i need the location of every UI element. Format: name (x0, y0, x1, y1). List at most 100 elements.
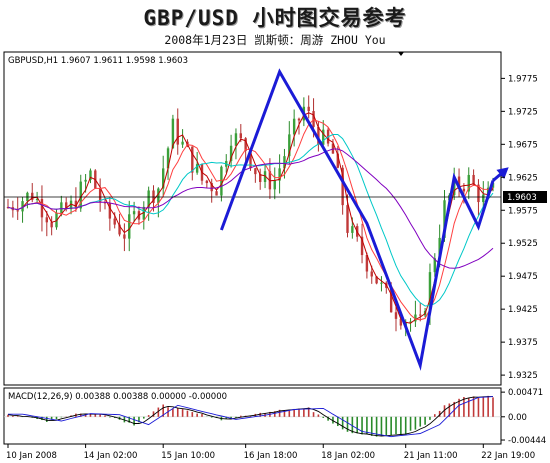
candle-body (210, 183, 213, 192)
time-tick-label: 15 Jan 10:00 (161, 451, 215, 461)
pattern-annotation (219, 68, 509, 371)
candle-body (128, 214, 131, 239)
candle-body (409, 321, 412, 323)
candle-body (249, 150, 252, 169)
time-tick-label: 14 Jan 02:00 (84, 451, 138, 461)
candle-body (375, 276, 378, 284)
candle-body (288, 134, 291, 157)
candle-body (394, 312, 398, 319)
candle-body (162, 168, 165, 189)
candle-body (40, 198, 44, 218)
price-tick-label: 1.9775 (508, 74, 538, 84)
candle-body (45, 217, 48, 223)
candle-body (351, 226, 354, 233)
candle-body (234, 133, 238, 146)
shift-marker-icon (398, 52, 404, 56)
candle-body (220, 166, 223, 196)
price-axis: 1.9775 1.9725 1.9675 1.9625 1.9575 1.9525 1.94… (501, 74, 538, 381)
price-tick-label: 1.9675 (508, 140, 538, 150)
candle-body (89, 170, 92, 180)
candle-body (317, 126, 320, 145)
candle-body (50, 222, 53, 228)
price-tick-label: 1.9325 (508, 371, 538, 381)
time-tick-label: 10 Jan 2008 (6, 451, 57, 461)
candle-body (65, 202, 68, 210)
candle-body (457, 176, 461, 189)
price-tick-label: 1.9625 (508, 173, 538, 183)
candle-body (205, 180, 209, 184)
price-panel (3, 51, 502, 386)
candle-body (239, 133, 242, 139)
candle-body (472, 174, 475, 185)
price-tick-label: 1.9425 (508, 305, 538, 315)
macd-axis: 0.00471 0.00 -0.00444 (501, 388, 546, 446)
candle-body (263, 171, 267, 182)
candle-body (84, 179, 87, 182)
candle-body (273, 180, 276, 190)
time-tick-label: 21 Jan 11:00 (404, 451, 458, 461)
moving-average-line (7, 148, 494, 269)
symbol-header: GBPUSD,H1 1.9607 1.9611 1.9598 1.9603 (8, 56, 188, 66)
candle-body (389, 287, 393, 313)
time-tick-label: 16 Jan 18:00 (244, 451, 298, 461)
candle-body (60, 202, 63, 213)
candle-body (467, 174, 470, 192)
candle-body (113, 218, 116, 225)
candle-body (462, 188, 466, 192)
candle-body (259, 174, 262, 182)
candle-body (292, 118, 296, 135)
candle-body (428, 272, 432, 312)
candle-body (477, 184, 480, 203)
price-tick-label: 1.9725 (508, 107, 538, 117)
candle-body (118, 224, 121, 235)
candle-body (419, 314, 422, 316)
candle-body (360, 236, 364, 256)
price-tick-label: 1.9475 (508, 272, 538, 282)
candle-body (31, 192, 34, 200)
candle-body (453, 176, 456, 196)
candle-body (254, 168, 257, 175)
candle-body (195, 164, 199, 173)
candle-body (482, 194, 485, 203)
pattern-arrow-icon (496, 167, 509, 179)
price-tick-label: 1.9575 (508, 206, 538, 216)
candle-body (16, 210, 19, 212)
candle-body (69, 200, 73, 210)
candle-body (79, 181, 82, 209)
candle-body (171, 118, 175, 149)
candle-body (399, 318, 403, 326)
macd-tick-label: -0.00444 (508, 436, 546, 446)
candle-body (21, 201, 24, 212)
candle-body (123, 234, 126, 239)
candle-body (166, 148, 170, 169)
candle-body (35, 198, 39, 200)
candle-body (341, 167, 344, 206)
time-tick-label: 18 Jan 02:00 (321, 451, 375, 461)
candle-body (370, 271, 373, 277)
macd-histogram (4, 395, 501, 438)
candle-body (215, 191, 218, 196)
candle-body (380, 282, 383, 284)
macd-tick-label: 0.00471 (508, 388, 543, 398)
candle-body (176, 118, 179, 145)
candle-body (297, 118, 301, 121)
candle-body (283, 156, 286, 169)
candle-body (433, 258, 436, 273)
candle-body (244, 138, 247, 151)
candle-body (414, 314, 417, 322)
price-tick-label: 1.9375 (508, 338, 538, 348)
candle-body (132, 211, 136, 215)
candle-body (103, 202, 107, 204)
price-tick-label: 1.9525 (508, 239, 538, 249)
candle-body (322, 129, 325, 145)
candle-body (336, 153, 339, 168)
time-axis: 10 Jan 2008 14 Jan 02:00 15 Jan 10:00 16 Ja… (6, 444, 535, 461)
page-title: GBP/USD 小时图交易参考 (143, 6, 407, 30)
macd-signal-line (8, 396, 494, 438)
candle-body (147, 190, 150, 207)
candle-body (181, 141, 184, 145)
candle-body (157, 188, 160, 203)
candle-body (74, 200, 78, 209)
page-subtitle: 2008年1月23日 凯斯顿：周游 ZHOU You (164, 33, 386, 47)
current-price-box (503, 191, 547, 203)
